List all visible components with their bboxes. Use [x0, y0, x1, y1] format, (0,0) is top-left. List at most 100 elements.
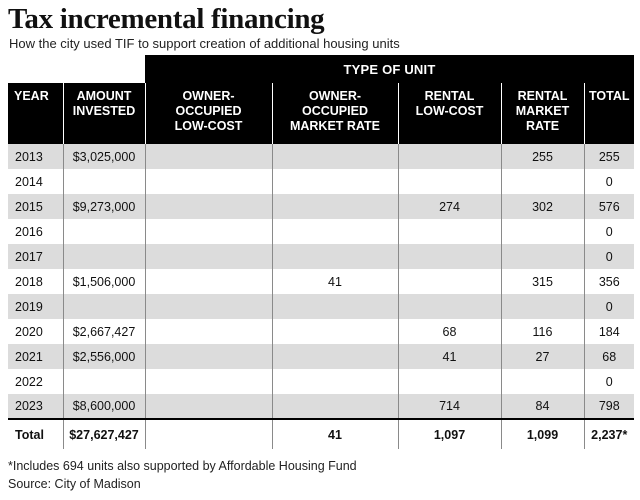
table-row: 2019 0	[8, 294, 635, 319]
cell-rental-market-rate	[500, 244, 584, 269]
cell-rental-low-cost: 274	[397, 194, 501, 219]
cell-owner-low-cost	[144, 244, 272, 269]
cell-year: 2014	[15, 174, 43, 189]
cell-rental-low-cost: 41	[397, 344, 501, 369]
table-row: 2016 0	[8, 219, 635, 244]
source-note: Source: City of Madison	[8, 477, 141, 491]
total-rental-low-cost: 1,097	[397, 418, 501, 449]
cell-year: 2022	[15, 374, 43, 389]
footnote: *Includes 694 units also supported by Af…	[8, 459, 357, 473]
cell-amount	[62, 369, 145, 394]
header-line: RENTAL	[517, 89, 568, 103]
page-title: Tax incremental financing	[8, 3, 325, 35]
table-row: 2015 $9,273,000 274 302 576	[8, 194, 635, 219]
cell-year: 2021	[8, 344, 63, 369]
column-header-amount-invested: AMOUNT INVESTED	[62, 83, 145, 144]
header-line: LOW-COST	[415, 104, 484, 118]
total-amount: $27,627,427	[62, 418, 145, 449]
cell-year: 2013	[8, 144, 63, 169]
cell-total: 68	[583, 344, 635, 369]
cell-amount	[62, 294, 145, 319]
cell-rental-market-rate	[500, 219, 584, 244]
cell-total: 576	[583, 194, 635, 219]
cell-total: 0	[583, 169, 635, 194]
cell-owner-market-rate	[271, 369, 398, 394]
total-owner-market-rate: 41	[271, 418, 398, 449]
page-subtitle: How the city used TIF to support creatio…	[9, 36, 400, 51]
header-line: RATE	[525, 119, 560, 133]
table-row: 2014 0	[8, 169, 635, 194]
cell-rental-low-cost	[397, 144, 501, 169]
cell-rental-market-rate	[500, 294, 584, 319]
cell-owner-low-cost	[144, 194, 272, 219]
group-header-row: TYPE OF UNIT	[8, 55, 635, 83]
cell-rental-low-cost	[397, 244, 501, 269]
cell-rental-market-rate: 27	[500, 344, 584, 369]
cell-owner-market-rate	[271, 194, 398, 219]
cell-rental-low-cost: 68	[397, 319, 501, 344]
cell-total: 184	[583, 319, 635, 344]
table-row: 2017 0	[8, 244, 635, 269]
header-line: MARKET	[515, 104, 570, 118]
header-line: YEAR	[14, 89, 49, 103]
cell-owner-market-rate	[271, 244, 398, 269]
cell-owner-low-cost	[144, 319, 272, 344]
cell-rental-low-cost	[397, 169, 501, 194]
cell-total: 798	[583, 394, 635, 419]
cell-owner-market-rate	[271, 319, 398, 344]
column-header-owner-market-rate: OWNER- OCCUPIED MARKET RATE	[271, 83, 398, 144]
cell-rental-market-rate: 84	[500, 394, 584, 419]
header-line: INVESTED	[72, 104, 136, 118]
table-row: 2018 $1,506,000 41 315 356	[8, 269, 635, 294]
total-owner-low-cost	[144, 418, 272, 449]
total-label: Total	[8, 418, 63, 449]
group-header-spacer	[8, 55, 145, 83]
cell-amount: $2,556,000	[62, 344, 145, 369]
cell-owner-low-cost	[144, 394, 272, 419]
header-line: OWNER-	[308, 89, 362, 103]
table-row: 2023 $8,600,000 714 84 798	[8, 394, 635, 419]
cell-amount: $3,025,000	[62, 144, 145, 169]
cell-rental-low-cost	[397, 219, 501, 244]
cell-total: 0	[583, 294, 635, 319]
cell-amount: $1,506,000	[62, 269, 145, 294]
cell-rental-low-cost	[397, 269, 501, 294]
cell-amount	[62, 244, 145, 269]
cell-total: 0	[583, 244, 635, 269]
cell-year: 2018	[15, 274, 43, 289]
cell-year: 2017	[8, 244, 63, 269]
header-line: OWNER-	[182, 89, 235, 103]
header-line: MARKET RATE	[289, 119, 381, 133]
cell-year: 2015	[8, 194, 63, 219]
cell-year: 2020	[15, 324, 43, 339]
cell-year: 2019	[8, 294, 63, 319]
total-row: Total $27,627,427 41 1,097 1,099 2,237*	[8, 418, 635, 449]
cell-rental-market-rate: 315	[500, 269, 584, 294]
column-header-row: YEAR AMOUNT INVESTED OWNER- OCCUPIED LOW…	[8, 83, 635, 144]
cell-owner-market-rate	[271, 219, 398, 244]
cell-amount: $8,600,000	[62, 394, 145, 419]
cell-owner-market-rate	[271, 294, 398, 319]
cell-total: 0	[583, 369, 635, 394]
cell-rental-low-cost	[397, 294, 501, 319]
cell-total: 0	[583, 219, 635, 244]
cell-total: 255	[583, 144, 635, 169]
column-header-owner-low-cost: OWNER- OCCUPIED LOW-COST	[144, 83, 272, 144]
column-header-total: TOTAL	[583, 83, 635, 144]
cell-rental-market-rate	[500, 369, 584, 394]
header-line: AMOUNT	[76, 89, 132, 103]
cell-owner-market-rate	[271, 169, 398, 194]
cell-amount: $2,667,427	[62, 319, 145, 344]
column-header-rental-market-rate: RENTAL MARKET RATE	[500, 83, 584, 144]
cell-year: 2016	[15, 224, 43, 239]
cell-owner-low-cost	[144, 219, 272, 244]
cell-owner-market-rate	[271, 144, 398, 169]
tif-table: TYPE OF UNIT YEAR AMOUNT INVESTED OWNER-…	[8, 55, 635, 449]
cell-amount	[62, 219, 145, 244]
cell-rental-market-rate: 116	[500, 319, 584, 344]
table-row: 2021 $2,556,000 41 27 68	[8, 344, 635, 369]
table-row: 2022 0	[8, 369, 635, 394]
cell-rental-market-rate: 302	[500, 194, 584, 219]
header-line: RENTAL	[424, 89, 475, 103]
cell-rental-market-rate: 255	[500, 144, 584, 169]
